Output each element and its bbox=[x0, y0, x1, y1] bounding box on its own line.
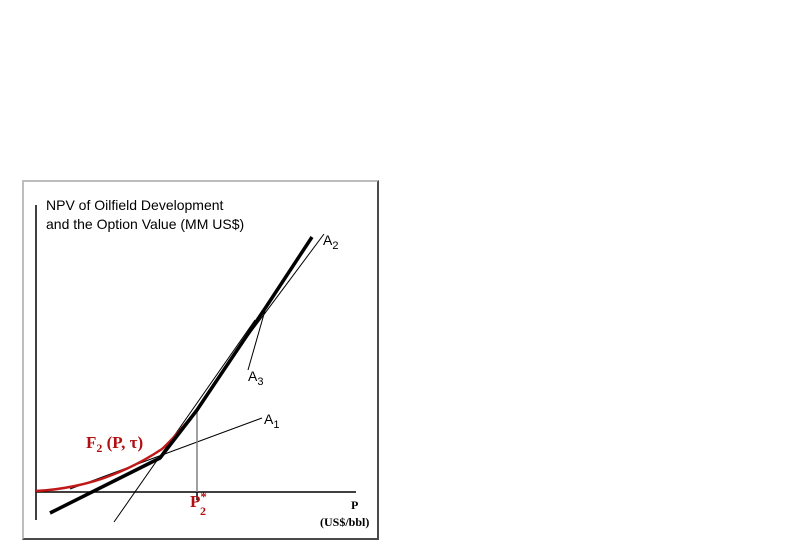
threshold-label-main: P bbox=[190, 492, 201, 511]
label-a1: A1 bbox=[264, 411, 279, 431]
label-a1-sub: 1 bbox=[273, 419, 280, 431]
npv-line bbox=[49, 236, 314, 515]
x-axis-label-text: P bbox=[351, 498, 359, 512]
title-line-2: and the Option Value (MM US$) bbox=[46, 216, 245, 232]
figure-frame bbox=[22, 180, 379, 540]
threshold-label-sub: 2 bbox=[200, 504, 206, 518]
tangent-line-a3 bbox=[113, 319, 256, 523]
a3-pointer bbox=[247, 306, 267, 371]
label-a2-main: A bbox=[323, 232, 333, 248]
option-curve-label: F2 (P, τ) bbox=[86, 433, 144, 455]
label-a3: A3 bbox=[248, 368, 263, 388]
x-axis-unit: (US$/bbl) bbox=[320, 515, 369, 530]
label-a1-main: A bbox=[264, 411, 274, 427]
label-a2-sub: 2 bbox=[332, 240, 339, 252]
option-curve-label-sub: 2 bbox=[96, 441, 103, 455]
x-axis-unit-text: (US$/bbl) bbox=[320, 515, 370, 529]
threshold-label-sup: * bbox=[200, 489, 207, 504]
option-curve-label-args: (P, τ) bbox=[102, 433, 144, 452]
x-axis-label: P bbox=[351, 498, 358, 513]
label-a3-main: A bbox=[248, 368, 258, 384]
label-a2: A2 bbox=[323, 232, 338, 252]
threshold-label: P* 2 bbox=[190, 489, 207, 518]
option-curve-label-main: F bbox=[86, 433, 97, 452]
label-a3-sub: 3 bbox=[257, 376, 264, 388]
figure-title: NPV of Oilfield Development and the Opti… bbox=[46, 196, 306, 234]
title-line-1: NPV of Oilfield Development bbox=[46, 197, 224, 213]
tangent-line-a1 bbox=[69, 417, 263, 490]
